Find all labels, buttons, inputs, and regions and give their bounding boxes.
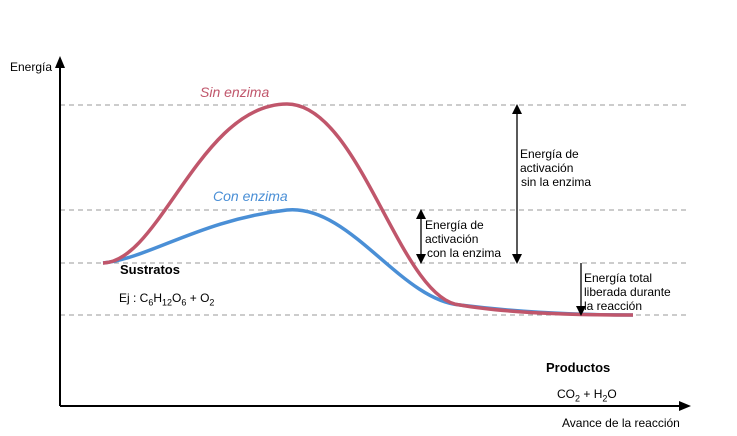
formula-part: O [172,291,182,305]
label-con-enzima: Con enzima [213,188,288,204]
formula-part: 2 [575,393,581,404]
formula-part: O [607,387,617,401]
formula-part: + O [186,291,210,305]
formula-part: 6 [148,297,154,308]
formula-part: 2 [602,393,608,404]
substrates-title: Sustratos [120,262,180,277]
formula-part: C [139,291,149,305]
line: activación [425,232,479,246]
line: Energía de [425,218,484,232]
example-prefix: Ej : [119,291,140,305]
line: liberada durante [584,285,671,299]
formula-part: CO [557,387,575,401]
formula: C6H12O6 + O2 [139,291,215,308]
products-title: Productos [546,360,611,375]
formula-part: + H [580,387,603,401]
line: activación [520,161,574,175]
line: Energía de [520,147,579,161]
formula-part: 2 [209,297,215,308]
line: con la enzima [427,246,502,260]
label-sin-enzima: Sin enzima [200,84,270,100]
formula-part: H [153,291,163,305]
substrates-formula: Ej : C6H12O6 + O2 [119,291,214,309]
formula-part: 12 [162,297,173,308]
y-axis-label: Energía [10,60,53,74]
curve-without-enzyme [102,102,634,317]
x-axis-label: Avance de la reacción [562,416,680,430]
line: sin la enzima [521,175,592,189]
annotation-activation-with: Energía de activación con la enzima [425,218,501,260]
products-formula: CO2 + H2O [557,387,617,405]
x-axis-arrow-icon [679,401,691,411]
line: Energía total [584,271,653,285]
y-axis-arrow-icon [55,56,65,68]
line: la reacción [584,299,643,313]
annotation-activation-without: Energía de activación sin la enzima [520,147,591,189]
annotation-total-released: Energía total liberada durante la reacci… [584,271,671,313]
formula-part: 6 [181,297,187,308]
